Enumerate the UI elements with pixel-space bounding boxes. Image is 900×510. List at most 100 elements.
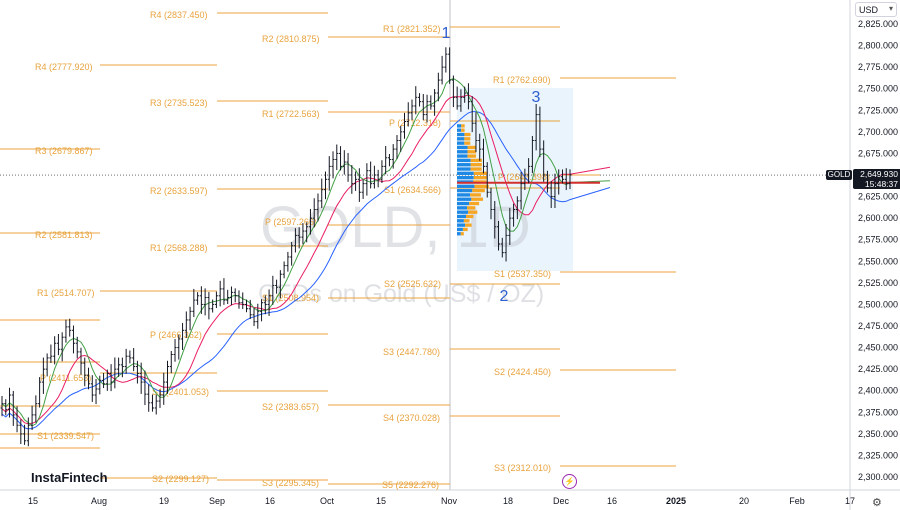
watermark-ticker: GOLD, 1D [260, 195, 531, 260]
time-tick-label: 15 [376, 496, 386, 506]
pivot-label: S2 (2383.657) [262, 402, 319, 412]
profile-bar-down [470, 193, 481, 197]
profile-bar-down [467, 206, 476, 210]
pivot-label: R3 (2679.867) [35, 146, 93, 156]
pivot-label: S5 (2292.276) [382, 480, 439, 490]
profile-bar-down [470, 163, 482, 167]
profile-bar-up [457, 232, 461, 236]
profile-bar-down [473, 171, 488, 175]
profile-bar-up [457, 184, 475, 188]
price-tick-label: 2,775.000 [858, 62, 898, 72]
profile-bar-up [457, 214, 467, 219]
profile-bar-down [465, 223, 472, 227]
time-tick-label: Sep [209, 496, 225, 506]
lightning-icon[interactable]: ⚡ [562, 474, 577, 489]
pivot-label: S1 (2508.954) [262, 293, 319, 303]
profile-bar-down [464, 132, 471, 137]
price-tick-label: 2,500.000 [858, 299, 898, 309]
profile-bar-up [457, 188, 473, 193]
watermark-name: CFDs on Gold (US$ / OZ) [258, 280, 544, 308]
watermark: GOLD, 1D CFDs on Gold (US$ / OZ) [258, 195, 544, 308]
profile-bar-down [466, 214, 474, 219]
profile-bar-up [457, 201, 470, 206]
profile-bar-up [457, 176, 474, 180]
time-tick-label: Oct [320, 496, 335, 506]
profile-bar-down [461, 124, 465, 128]
profile-bar-up [457, 158, 471, 163]
wave-labels: 1 2 3 [442, 25, 541, 305]
profile-bar-down [467, 150, 477, 154]
currency-select[interactable]: USD ▾ [855, 2, 897, 17]
price-tick-label: 2,475.000 [858, 321, 898, 331]
price-tick-label: 2,725.000 [858, 105, 898, 115]
volume-profile [457, 124, 600, 236]
pivot-label: R4 (2777.920) [35, 62, 93, 72]
profile-bar-down [474, 184, 489, 188]
time-tick-label: Aug [91, 496, 107, 506]
profile-bar-down [467, 154, 476, 158]
profile-bar-up [457, 171, 474, 175]
price-tick-label: 2,700.000 [858, 127, 898, 137]
time-tick-label: 20 [739, 496, 749, 506]
wave-label: 2 [500, 288, 509, 305]
pivot-label: R2 (2581.813) [35, 230, 93, 240]
pivot-label: R4 (2837.450) [150, 10, 208, 20]
pivot-label: P (2597.266) [265, 217, 317, 227]
profile-bar-down [462, 227, 468, 232]
pivot-label: S2 (2299.127) [152, 474, 209, 484]
pivot-label: P (2411.653) [40, 373, 91, 383]
price-tick-label: 2,600.000 [858, 213, 898, 223]
price-tick-label: 2,675.000 [858, 148, 898, 158]
profile-bar-up [457, 219, 464, 223]
price-tick-label: 2,450.000 [858, 343, 898, 353]
pivot-label: S1 (2339.547) [37, 431, 94, 441]
wave-label: 3 [532, 89, 541, 106]
profile-bar-down [460, 232, 464, 236]
time-tick-label: 16 [265, 496, 275, 506]
wave-label: 1 [442, 25, 451, 42]
pivot-label: R2 (2810.875) [262, 34, 320, 44]
price-tick-label: 2,800.000 [858, 41, 898, 51]
pivot-levels: R4 (2837.450) R2 (2810.875) R1 (2821.352) R… [0, 10, 676, 490]
price-tick-label: 2,325.000 [858, 450, 898, 460]
time-tick-label: Dec [553, 496, 570, 506]
profile-bar-down [464, 141, 471, 145]
pivot-label: R2 (2633.597) [150, 186, 208, 196]
pivot-label: S2 (2424.450) [494, 367, 551, 377]
profile-bar-up [457, 137, 465, 141]
pivot-label: S2 (2525.632) [384, 279, 441, 289]
price-tick-label: 2,425.000 [858, 364, 898, 374]
profile-bar-down [471, 197, 484, 201]
pivot-label: R1 (2568.288) [150, 243, 208, 253]
time-tick-label: 18 [503, 496, 513, 506]
profile-bar-up [457, 154, 468, 158]
pivot-label: S3 (2447.780) [383, 347, 440, 357]
profile-bar-up [457, 145, 468, 150]
time-tick-label: Nov [441, 496, 458, 506]
price-tick-label: 2,375.000 [858, 407, 898, 417]
price-tick-label: 2,575.000 [858, 235, 898, 245]
price-tick-label: 2,525.000 [858, 278, 898, 288]
price-tick-label: 2,350.000 [858, 429, 898, 439]
profile-bar-down [473, 176, 488, 180]
profile-bar-up [457, 197, 472, 201]
profile-bar-down [472, 188, 485, 193]
time-tick-label: 2025 [666, 496, 686, 506]
price-tick-label: 2,750.000 [858, 84, 898, 94]
currency-label: USD [859, 5, 879, 15]
time-axis[interactable]: 15 Aug 19 Sep 16 Oct 15 Nov 18 Dec 16 2025 20 Feb 17 [28, 496, 855, 506]
time-tick-label: 17 [845, 496, 855, 506]
gear-icon[interactable]: ⚙ [872, 497, 882, 509]
pivot-label: S4 (2370.028) [383, 413, 440, 423]
profile-bar-up [457, 227, 463, 232]
bar-countdown: 15:48:37 [864, 179, 898, 189]
pivot-label: R1 (2762.690) [493, 75, 551, 85]
moving-averages [1, 78, 611, 430]
last-price: 2,649.930 [860, 169, 898, 179]
profile-bar-down [461, 128, 465, 132]
price-axis[interactable]: 2,825.000 2,800.000 2,775.000 2,750.000 2,72… [858, 19, 898, 482]
profile-bar-up [457, 163, 471, 167]
time-tick-label: 19 [159, 496, 169, 506]
profile-bar-up [457, 193, 471, 197]
